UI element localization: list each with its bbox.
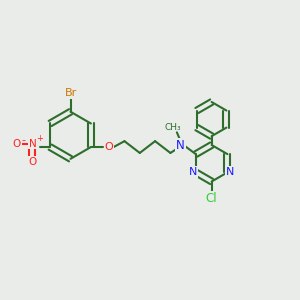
Text: O: O xyxy=(13,139,21,148)
Text: Cl: Cl xyxy=(206,192,218,205)
Text: N: N xyxy=(226,167,235,177)
Text: N: N xyxy=(176,139,185,152)
Text: O: O xyxy=(28,157,37,167)
Text: +: + xyxy=(36,134,43,143)
Text: N: N xyxy=(28,139,36,148)
Text: O: O xyxy=(105,142,113,152)
Text: Br: Br xyxy=(64,88,76,98)
Text: -: - xyxy=(22,135,26,145)
Text: N: N xyxy=(189,167,197,177)
Text: CH₃: CH₃ xyxy=(165,122,182,131)
